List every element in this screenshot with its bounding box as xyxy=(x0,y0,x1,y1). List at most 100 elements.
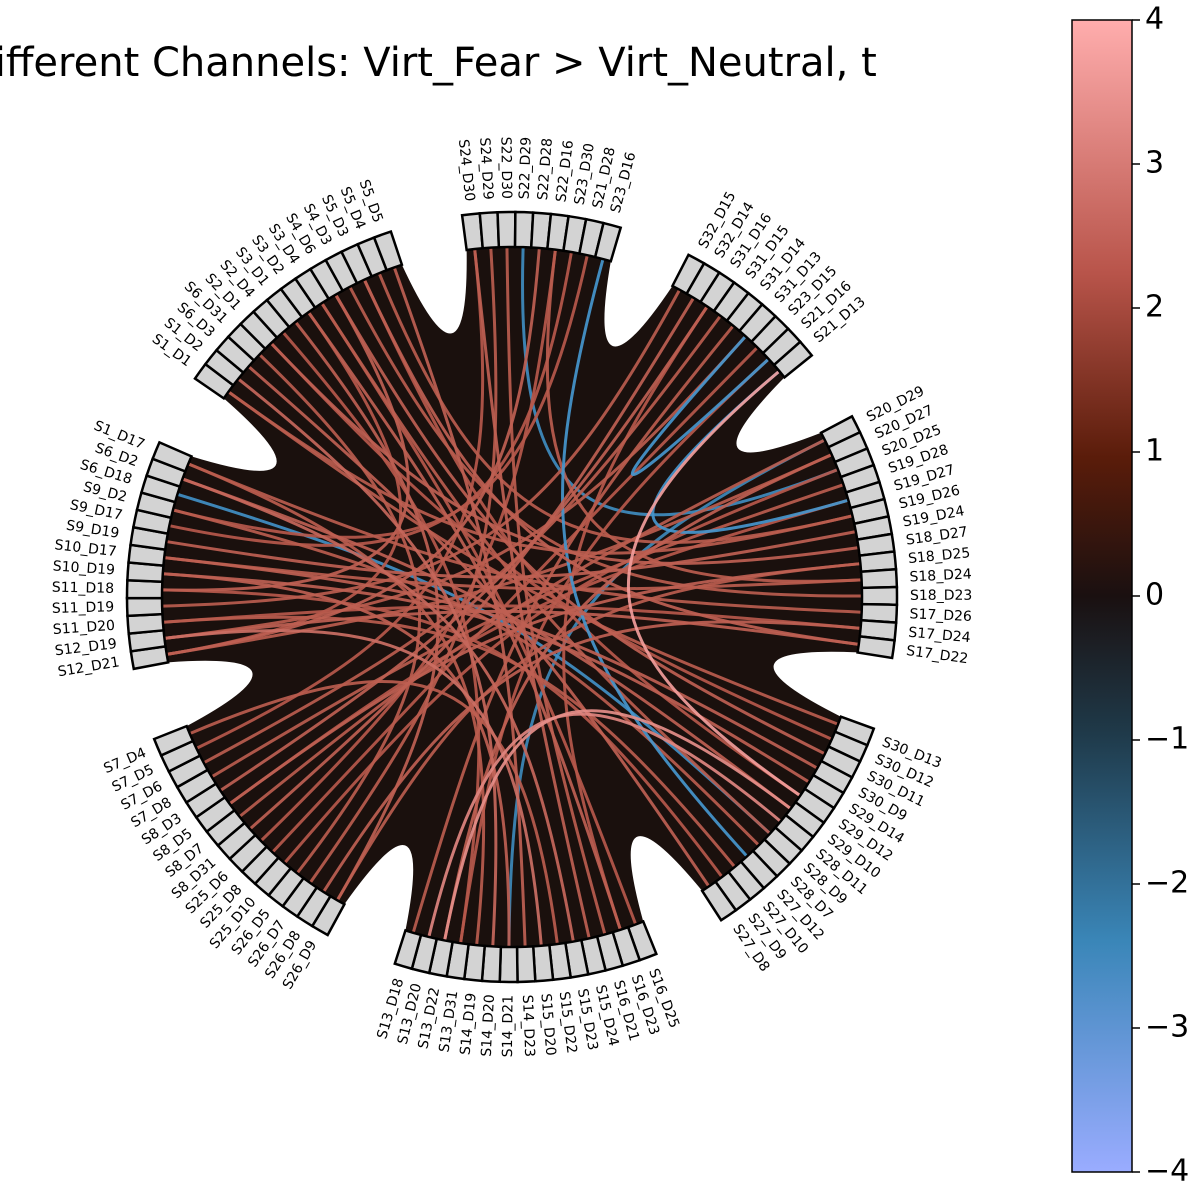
chord-link xyxy=(627,369,802,797)
node-label: S17_D22 xyxy=(905,643,969,667)
node-segment xyxy=(125,596,164,618)
chord-link xyxy=(162,572,810,784)
chord-link xyxy=(182,477,792,810)
colorbar: 4 3 2 1 0 −1 −2 −3 −4 xyxy=(1071,2,1189,1189)
node-label: S14_D20 xyxy=(479,994,498,1057)
chord-link xyxy=(505,247,607,935)
chord-link xyxy=(271,346,759,854)
chord-link xyxy=(164,556,819,770)
node-label: S24_D30 xyxy=(455,138,478,202)
chord-link xyxy=(162,604,861,630)
chord-link xyxy=(164,609,859,646)
colorbar-tick-label: −3 xyxy=(1145,1010,1189,1045)
colorbar-tick-label: 4 xyxy=(1145,2,1164,37)
node-segment xyxy=(593,221,623,263)
chord-link xyxy=(164,629,543,946)
chord-links xyxy=(162,247,863,948)
chord-link xyxy=(238,438,826,818)
chord-link xyxy=(247,365,711,888)
chord-link xyxy=(162,293,410,592)
node-label: S17_D26 xyxy=(909,606,972,625)
chord-link xyxy=(362,279,859,646)
node-segments xyxy=(125,210,899,984)
node-segment xyxy=(860,585,899,607)
colorbar-tick-label: 1 xyxy=(1145,434,1164,469)
node-label: S17_D24 xyxy=(908,625,972,647)
chart-title: icantly different Channels: Virt_Fear > … xyxy=(0,40,877,86)
chord-link xyxy=(411,324,735,934)
colorbar-tick-label: 0 xyxy=(1145,578,1164,613)
chord-link xyxy=(237,377,498,947)
node-label: S22_D16 xyxy=(553,139,577,203)
chord-link xyxy=(348,286,863,598)
node-label: S18_D24 xyxy=(909,566,972,585)
chord-link xyxy=(181,477,575,942)
node-label: S18_D25 xyxy=(907,545,971,567)
node-label: S15_D22 xyxy=(556,991,580,1055)
node-label: S10_D19 xyxy=(52,558,115,578)
chord-link xyxy=(560,258,749,858)
node-segment xyxy=(152,724,195,758)
chord-link xyxy=(521,247,839,517)
node-segment xyxy=(151,440,194,473)
chord-link xyxy=(162,289,681,608)
node-label: S22_D30 xyxy=(497,137,514,200)
node-label: S15_D20 xyxy=(537,993,558,1056)
node-label: S24_D29 xyxy=(476,137,496,200)
chord-link xyxy=(162,588,724,878)
node-segment xyxy=(515,945,537,984)
chord-link xyxy=(473,248,591,939)
chord-link xyxy=(545,249,862,583)
colorbar-gradient xyxy=(1071,19,1133,1173)
node-segment xyxy=(700,879,738,922)
chord-link xyxy=(334,293,826,756)
chord-link xyxy=(187,462,486,946)
node-segment xyxy=(372,229,404,272)
node-label: S22_D29 xyxy=(517,137,535,200)
chord-link xyxy=(166,530,857,579)
chord-link xyxy=(336,562,861,902)
chord-link xyxy=(248,297,695,831)
chord-link xyxy=(562,305,709,931)
node-label: S14_D23 xyxy=(519,994,537,1057)
node-label: S14_D19 xyxy=(458,992,480,1056)
colorbar-tick-label: −2 xyxy=(1145,866,1189,901)
chord-link xyxy=(443,453,833,941)
colorbar-tick-label: 3 xyxy=(1145,146,1164,181)
chord-link xyxy=(227,390,853,555)
node-segment xyxy=(498,945,519,984)
node-segment xyxy=(772,340,814,380)
chord-link xyxy=(172,508,760,847)
chord-link xyxy=(164,335,747,640)
chord-link xyxy=(443,709,792,941)
node-label: S12_D19 xyxy=(54,636,118,659)
chord-link xyxy=(166,453,833,656)
node-segment xyxy=(859,567,899,590)
node-label: S18_D23 xyxy=(910,588,972,604)
chord-link xyxy=(294,321,440,902)
chord-link xyxy=(162,572,511,947)
chord-link xyxy=(166,247,541,656)
node-label: S14_D21 xyxy=(500,995,517,1057)
chord-link xyxy=(219,305,709,792)
chord-link xyxy=(164,556,862,591)
node-label: S11_D18 xyxy=(52,580,115,597)
node-segment xyxy=(126,612,165,636)
node-segment xyxy=(478,210,501,250)
chord-link xyxy=(320,302,771,835)
node-segment xyxy=(125,578,164,600)
colorbar-tick-label: −4 xyxy=(1145,1154,1189,1189)
node-label: S10_D17 xyxy=(54,537,118,560)
chord-link xyxy=(162,615,736,868)
node-segment xyxy=(496,210,517,249)
node-label: S11_D19 xyxy=(52,599,115,617)
chord-link xyxy=(189,680,559,945)
node-label: S12_D21 xyxy=(57,654,121,680)
chord-link xyxy=(630,335,770,477)
node-label: S11_D20 xyxy=(52,618,115,638)
node-segment xyxy=(393,928,423,971)
node-segment xyxy=(856,635,896,660)
colorbar-tick-label: 2 xyxy=(1145,290,1164,325)
chord-link xyxy=(507,438,826,948)
